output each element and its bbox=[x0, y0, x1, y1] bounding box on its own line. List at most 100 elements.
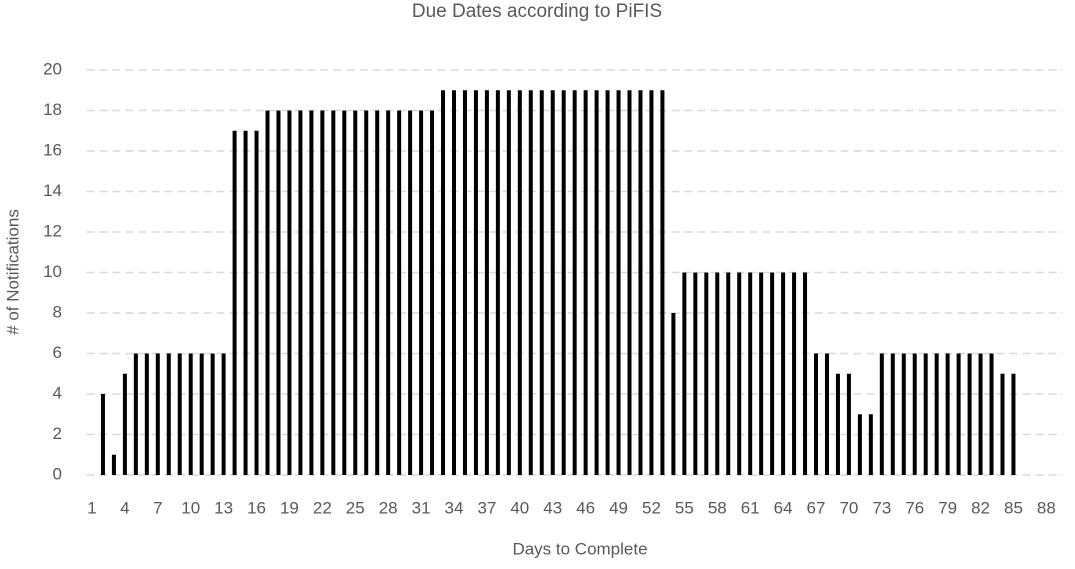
bar bbox=[188, 353, 193, 475]
bar bbox=[375, 110, 380, 475]
bar bbox=[989, 353, 994, 475]
bar bbox=[561, 90, 566, 475]
x-tick-label: 61 bbox=[741, 498, 760, 517]
bar bbox=[594, 90, 599, 475]
bar bbox=[967, 353, 972, 475]
bar bbox=[879, 353, 884, 475]
bar bbox=[265, 110, 270, 475]
x-tick-label: 70 bbox=[839, 498, 858, 517]
x-tick-label: 4 bbox=[120, 498, 129, 517]
x-tick-label: 19 bbox=[280, 498, 299, 517]
bar bbox=[353, 110, 358, 475]
bar bbox=[868, 414, 873, 475]
bar bbox=[506, 90, 511, 475]
bar bbox=[539, 90, 544, 475]
bar bbox=[298, 110, 303, 475]
bar bbox=[419, 110, 424, 475]
y-tick-label: 12 bbox=[43, 221, 62, 240]
x-tick-label: 64 bbox=[774, 498, 793, 517]
bar bbox=[923, 353, 928, 475]
y-tick-label: 0 bbox=[53, 464, 62, 483]
y-tick-label: 8 bbox=[53, 302, 62, 321]
bar bbox=[583, 90, 588, 475]
x-tick-label: 16 bbox=[247, 498, 266, 517]
bar bbox=[901, 353, 906, 475]
bar bbox=[572, 90, 577, 475]
x-tick-label: 58 bbox=[708, 498, 727, 517]
x-tick-label: 37 bbox=[477, 498, 496, 517]
x-tick-label: 88 bbox=[1037, 498, 1056, 517]
bar bbox=[759, 272, 764, 475]
bar bbox=[287, 110, 292, 475]
y-tick-label: 16 bbox=[43, 140, 62, 159]
bar bbox=[331, 110, 336, 475]
bar bbox=[824, 353, 829, 475]
bar bbox=[528, 90, 533, 475]
bar bbox=[386, 110, 391, 475]
bar bbox=[792, 272, 797, 475]
bar bbox=[704, 272, 709, 475]
bar bbox=[199, 353, 204, 475]
bar bbox=[890, 353, 895, 475]
bar bbox=[627, 90, 632, 475]
y-tick-label: 10 bbox=[43, 262, 62, 281]
x-tick-label: 13 bbox=[214, 498, 233, 517]
bar bbox=[605, 90, 610, 475]
bar bbox=[934, 353, 939, 475]
bar bbox=[232, 130, 237, 475]
x-tick-label: 67 bbox=[807, 498, 826, 517]
y-tick-label: 4 bbox=[53, 383, 62, 402]
x-tick-label: 28 bbox=[379, 498, 398, 517]
bar bbox=[133, 353, 138, 475]
bar bbox=[814, 353, 819, 475]
y-tick-label: 20 bbox=[43, 59, 62, 78]
bar bbox=[550, 90, 555, 475]
x-tick-label: 52 bbox=[642, 498, 661, 517]
bar bbox=[122, 373, 127, 475]
bar bbox=[430, 110, 435, 475]
bar bbox=[221, 353, 226, 475]
bar bbox=[857, 414, 862, 475]
y-tick-label: 2 bbox=[53, 424, 62, 443]
x-tick-label: 55 bbox=[675, 498, 694, 517]
bar bbox=[364, 110, 369, 475]
bar bbox=[978, 353, 983, 475]
bar bbox=[726, 272, 731, 475]
bar bbox=[473, 90, 478, 475]
x-tick-label: 22 bbox=[313, 498, 332, 517]
bar bbox=[441, 90, 446, 475]
bar bbox=[451, 90, 456, 475]
bar bbox=[1000, 373, 1005, 475]
bar bbox=[781, 272, 786, 475]
x-axis-label: Days to Complete bbox=[512, 539, 647, 558]
bar bbox=[166, 353, 171, 475]
y-axis-label: # of Notifications bbox=[3, 209, 22, 335]
bar bbox=[912, 353, 917, 475]
bar bbox=[770, 272, 775, 475]
bar bbox=[342, 110, 347, 475]
x-tick-label: 85 bbox=[1004, 498, 1023, 517]
bar bbox=[1011, 373, 1016, 475]
bar bbox=[682, 272, 687, 475]
bar bbox=[243, 130, 248, 475]
bar bbox=[144, 353, 149, 475]
x-tick-label: 31 bbox=[412, 498, 431, 517]
bar bbox=[276, 110, 281, 475]
bar bbox=[210, 353, 215, 475]
x-tick-label: 25 bbox=[346, 498, 365, 517]
x-tick-label: 40 bbox=[510, 498, 529, 517]
bar bbox=[397, 110, 402, 475]
bar bbox=[111, 454, 116, 475]
x-tick-label: 76 bbox=[905, 498, 924, 517]
bar bbox=[517, 90, 522, 475]
bar bbox=[846, 373, 851, 475]
bar bbox=[155, 353, 160, 475]
x-tick-label: 82 bbox=[971, 498, 990, 517]
bar bbox=[715, 272, 720, 475]
bar bbox=[484, 90, 489, 475]
chart-title: Due Dates according to PiFIS bbox=[412, 1, 662, 22]
bar bbox=[100, 394, 105, 475]
bar bbox=[649, 90, 654, 475]
bar bbox=[956, 353, 961, 475]
